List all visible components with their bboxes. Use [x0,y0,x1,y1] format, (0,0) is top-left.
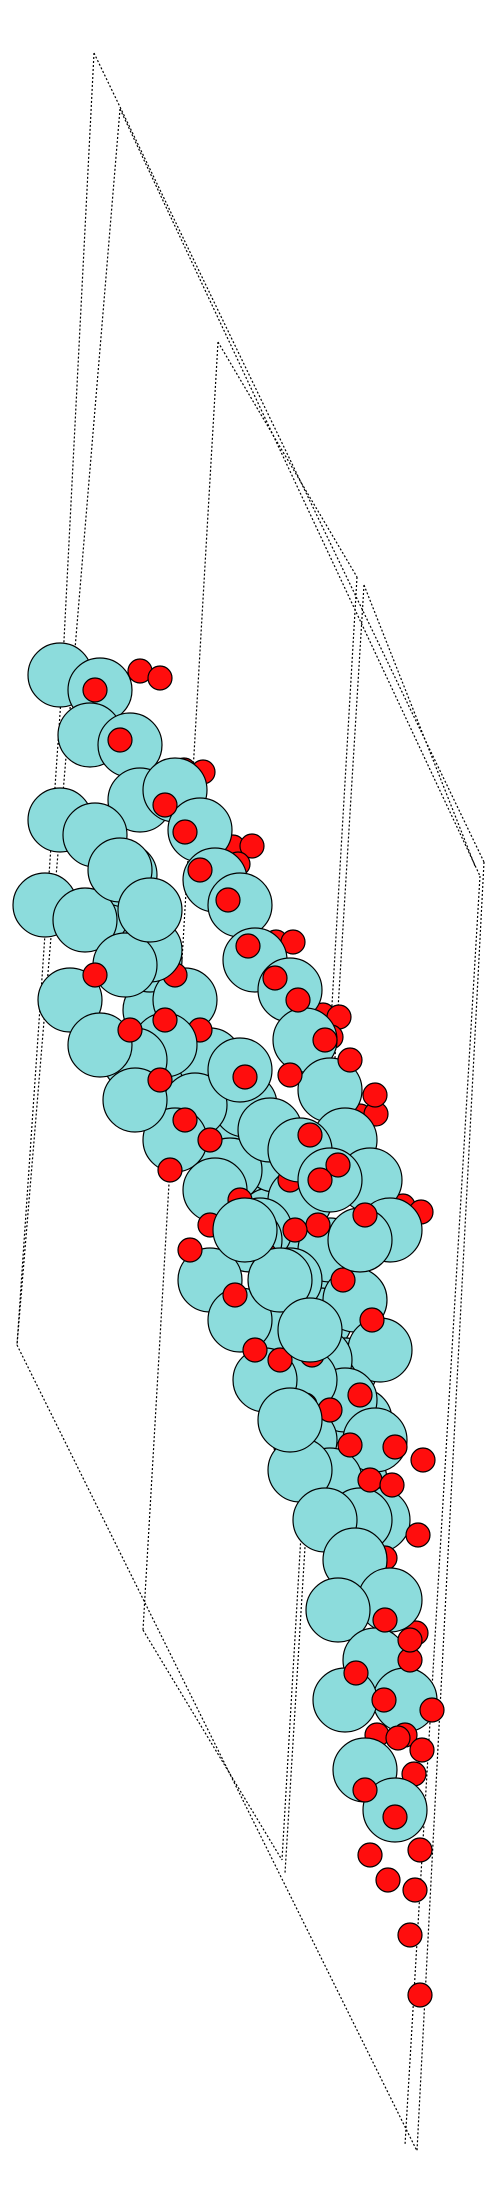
red-atom [337,1432,363,1458]
red-atom [337,1047,363,1073]
red-atom [402,1877,428,1903]
red-atom [177,1237,203,1263]
red-atom [107,727,133,753]
red-atom [187,857,213,883]
red-atom [379,1472,405,1498]
red-atom [325,1152,351,1178]
cell-edge [363,584,476,867]
cyan-atom [212,1197,278,1263]
red-atom [267,1347,293,1373]
red-atom [397,1627,423,1653]
red-atom [147,665,173,691]
red-atom [357,1842,383,1868]
red-atom [362,1082,388,1108]
red-atom [407,1837,433,1863]
cyan-atom [257,1387,323,1453]
red-atom [215,887,241,913]
atom-cluster [12,642,445,2008]
cell-edge [404,875,481,2146]
cyan-atom [305,1577,371,1643]
red-atom [330,1267,356,1293]
red-atom [375,1867,401,1893]
red-atom [347,1382,373,1408]
cell-edge [16,1344,418,2152]
red-atom [410,1447,436,1473]
cell-edge [93,52,485,863]
red-atom [357,1467,383,1493]
red-atom [359,1307,385,1333]
cyan-atom [277,1297,343,1363]
red-atom [222,1282,248,1308]
red-atom [352,1777,378,1803]
red-atom [82,677,108,703]
red-atom [285,987,311,1013]
red-atom [262,965,288,991]
red-atom [172,1107,198,1133]
red-atom [297,1122,323,1148]
red-atom [197,1127,223,1153]
red-atom [343,1660,369,1686]
cyan-atom [247,1247,313,1313]
red-atom [147,1067,173,1093]
cyan-atom [52,887,118,953]
red-atom [397,1922,423,1948]
red-atom [372,1607,398,1633]
cell-edge [217,341,358,578]
red-atom [385,1725,411,1751]
red-atom [282,1217,308,1243]
red-atom [382,1804,408,1830]
red-atom [405,1522,431,1548]
cell-edge [416,861,485,2152]
red-atom [152,792,178,818]
red-atom [307,1167,333,1193]
cell-edge [60,52,95,700]
red-atom [277,1062,303,1088]
red-atom [239,833,265,859]
red-atom [371,1687,397,1713]
red-atom [382,1434,408,1460]
red-atom [82,962,108,988]
red-atom [312,1027,338,1053]
cell-edge [142,1629,283,1861]
red-atom [232,1064,258,1090]
red-atom [305,1212,331,1238]
red-atom [157,1157,183,1183]
red-atom [242,1337,268,1363]
red-atom [419,1697,445,1723]
red-atom [352,1202,378,1228]
red-atom [117,1017,143,1043]
red-atom [235,933,261,959]
red-atom [152,1007,178,1033]
cell-edge [119,108,481,877]
red-atom [172,819,198,845]
cyan-atom [117,877,183,943]
red-atom [409,1737,435,1763]
cyan-atom [67,1012,133,1078]
red-atom [407,1982,433,2008]
